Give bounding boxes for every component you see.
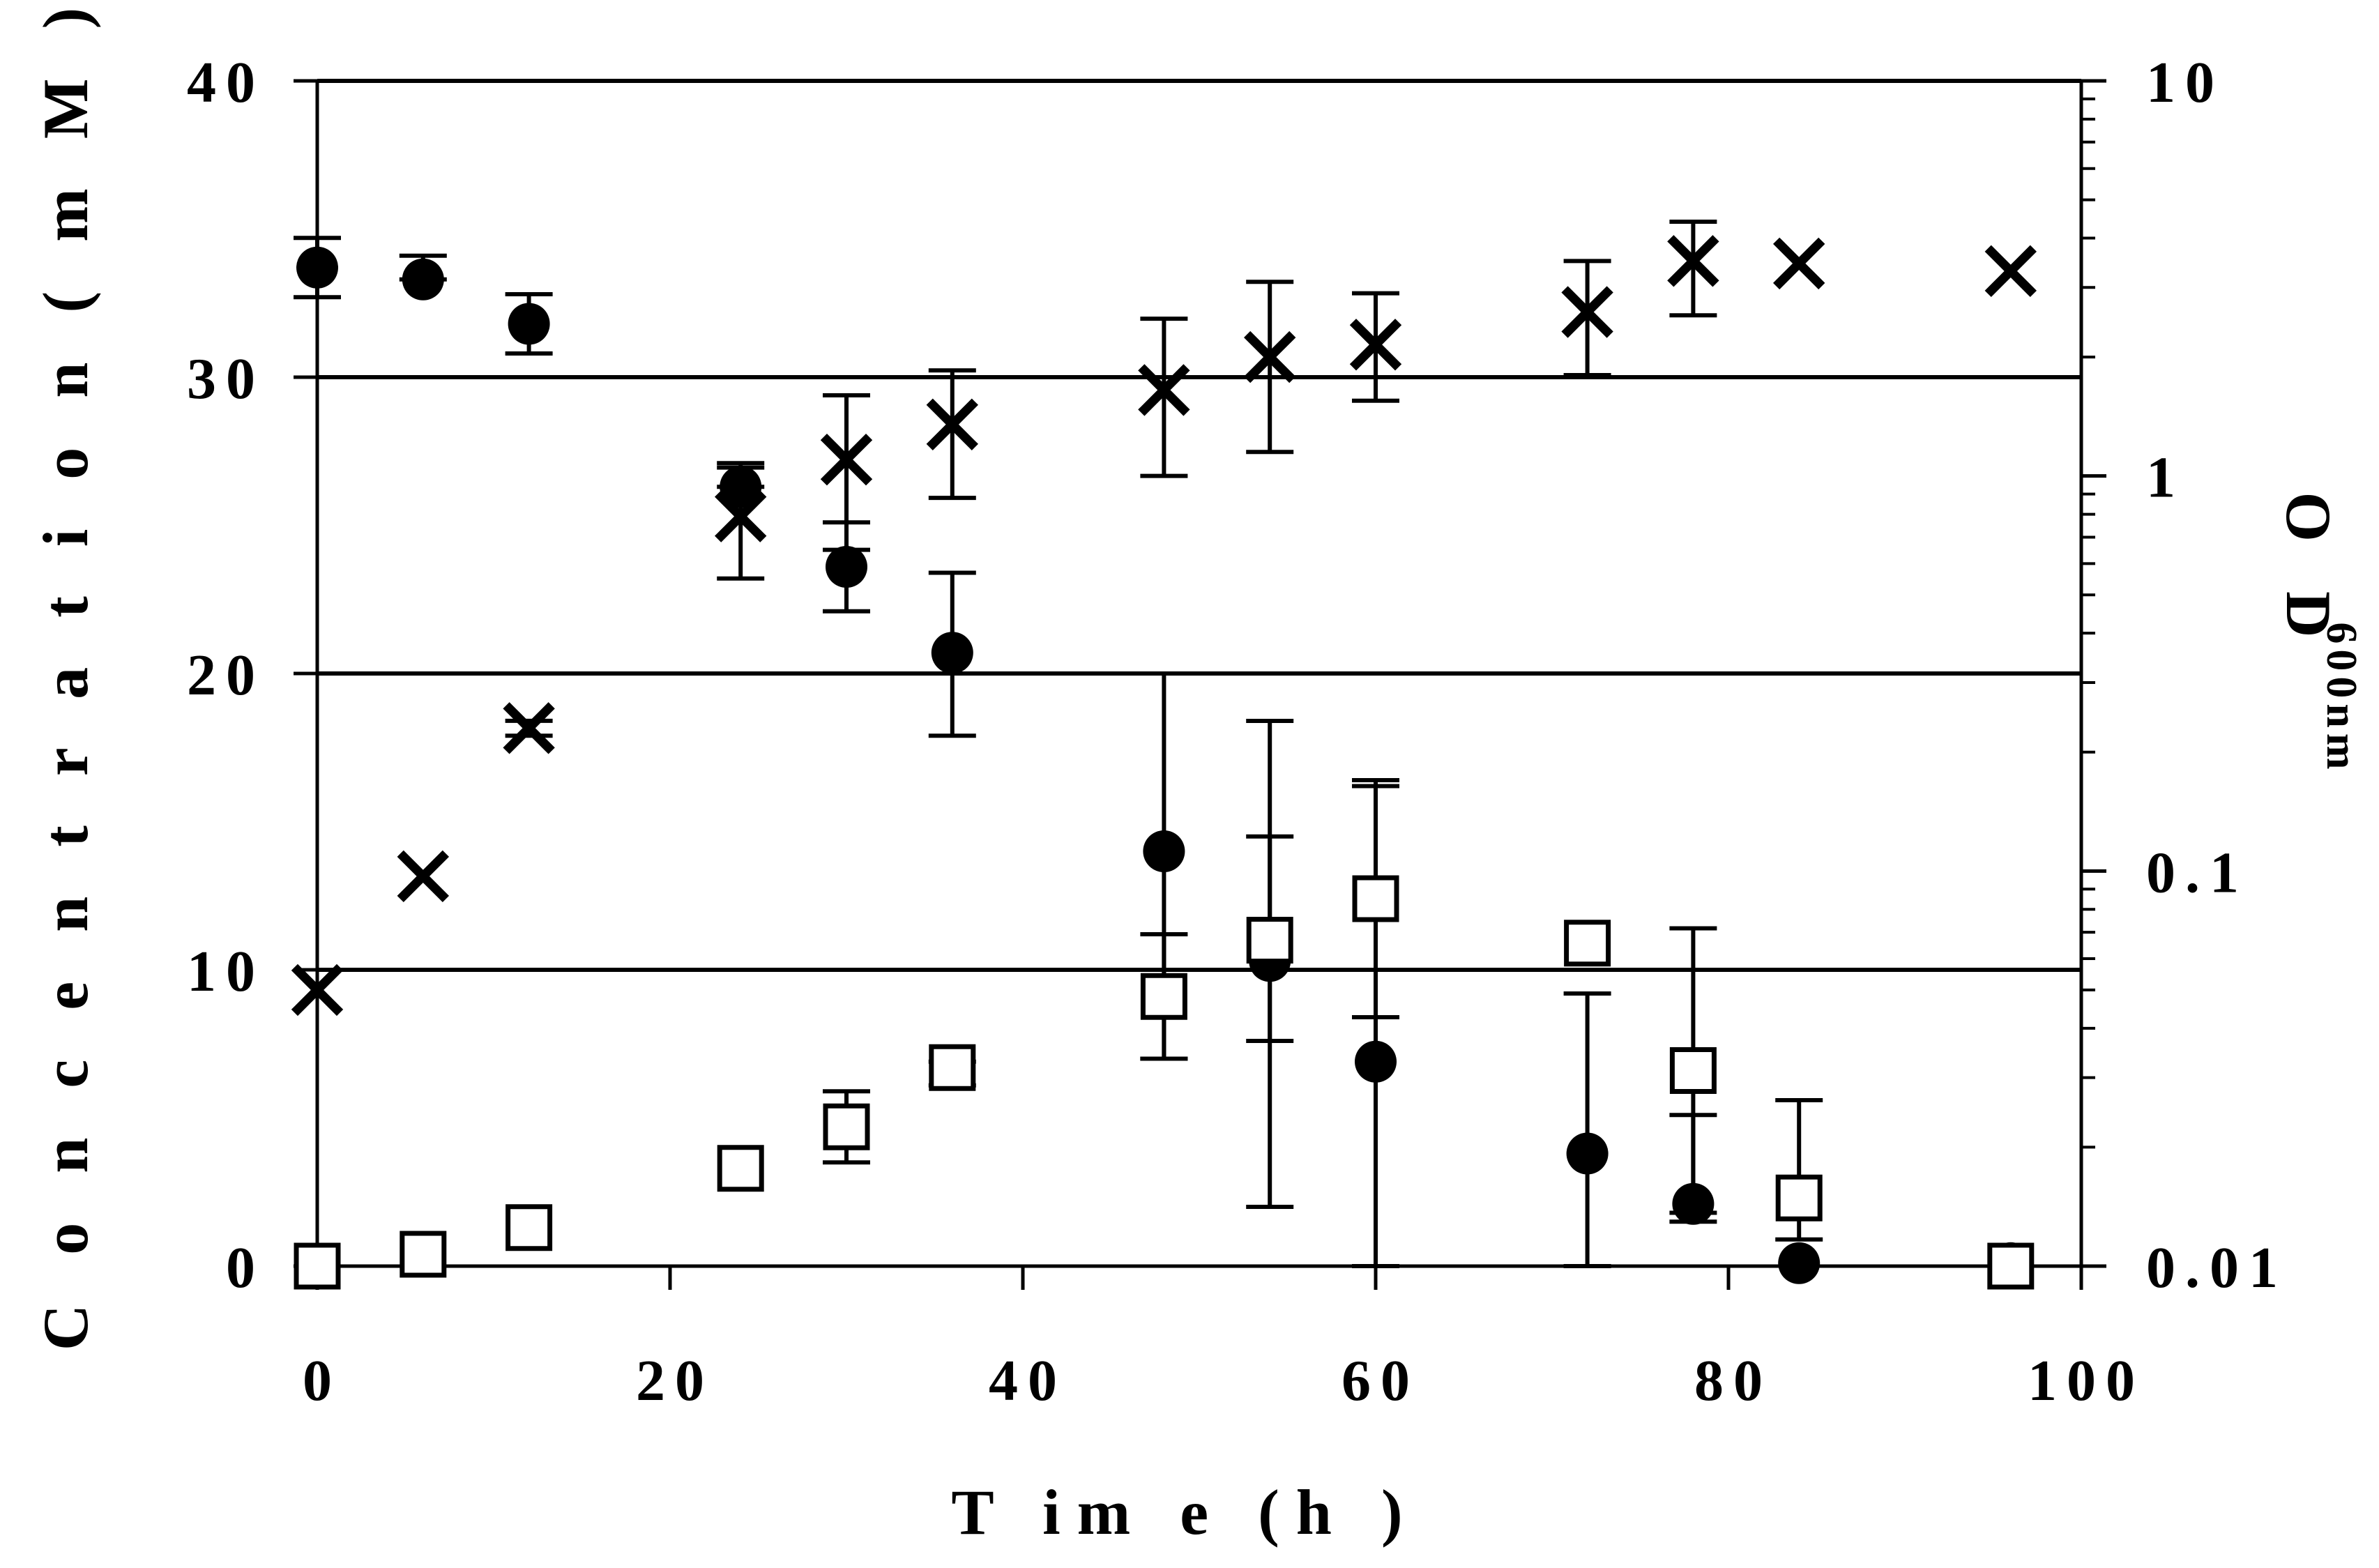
data-point-circle — [296, 246, 338, 289]
left-y-axis-title: C o n c e n t r a t i o n ( m M ) — [30, 0, 101, 1350]
data-point-square — [1352, 875, 1399, 922]
data-point-square — [1140, 973, 1187, 1020]
data-point-circle — [931, 632, 973, 674]
x-tick-label: 20 — [636, 1348, 714, 1413]
left-y-tick-label: 40 — [187, 50, 265, 115]
right-y-tick-label: 0.1 — [2146, 840, 2249, 905]
data-point-square — [1987, 1242, 2035, 1290]
left-y-tick-label: 0 — [226, 1235, 265, 1300]
left-y-tick-label: 20 — [187, 643, 265, 708]
data-point-circle — [402, 258, 444, 300]
data-point-square — [506, 1204, 553, 1251]
right-y-axis-title: O D — [2273, 492, 2344, 655]
data-point-square — [929, 1044, 976, 1091]
x-tick-label: 40 — [989, 1348, 1067, 1413]
data-point-cross — [1561, 286, 1613, 338]
data-point-circle — [1778, 1242, 1821, 1284]
ticks-layer: 0 20 40 60 80 100 0 10 20 30 40 0.01 0.1 1 10 — [187, 50, 2288, 1413]
left-y-tick-label: 30 — [187, 347, 265, 411]
data-point-cross — [1138, 364, 1190, 416]
data-point-square — [294, 1242, 341, 1290]
data-point-circle — [720, 466, 762, 508]
marker-layer — [291, 235, 2037, 1290]
data-point-cross — [715, 490, 767, 542]
left-y-tick-label: 10 — [187, 939, 265, 1004]
x-tick-label: 80 — [1694, 1348, 1772, 1413]
x-tick-label: 60 — [1341, 1348, 1420, 1413]
data-point-square — [1564, 920, 1611, 967]
data-point-square — [1775, 1174, 1823, 1221]
data-point-cross — [1667, 235, 1719, 287]
x-tick-label: 0 — [303, 1348, 342, 1413]
data-point-cross — [926, 398, 978, 451]
data-point-circle — [1355, 1040, 1397, 1083]
data-point-square — [823, 1103, 870, 1150]
data-point-cross — [1984, 245, 2037, 298]
data-point-circle — [826, 546, 867, 588]
data-point-cross — [291, 964, 344, 1017]
right-y-tick-label: 10 — [2146, 50, 2224, 115]
data-point-square — [717, 1145, 764, 1192]
data-point-cross — [1244, 330, 1296, 383]
data-point-circle — [1143, 830, 1185, 872]
data-point-cross — [1773, 237, 1825, 290]
data-point-cross — [1349, 319, 1402, 371]
data-point-square — [400, 1231, 447, 1278]
data-point-cross — [397, 850, 449, 903]
grid-layer — [317, 79, 2081, 972]
right-y-tick-label: 0.01 — [2146, 1235, 2288, 1300]
x-tick-label: 100 — [2028, 1348, 2145, 1413]
data-point-circle — [508, 303, 550, 345]
right-y-axis-subscript: 600nm — [2318, 622, 2365, 775]
data-point-cross — [820, 434, 873, 486]
x-axis-title: T im e (h ) — [951, 1477, 1419, 1548]
data-point-cross — [503, 702, 555, 754]
data-point-square — [1246, 917, 1293, 964]
data-point-square — [1669, 1047, 1717, 1094]
right-y-tick-label: 1 — [2146, 446, 2185, 510]
data-point-circle — [1672, 1182, 1715, 1225]
data-point-circle — [1566, 1132, 1609, 1175]
